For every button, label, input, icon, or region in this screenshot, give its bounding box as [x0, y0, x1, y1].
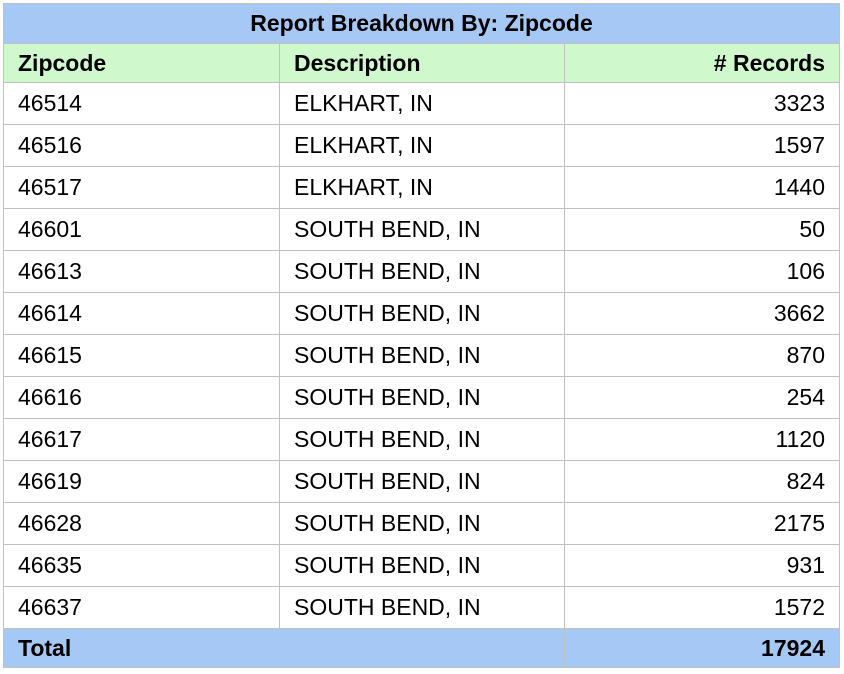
zipcode-cell: 46628: [3, 502, 280, 545]
zipcode-cell: 46516: [3, 124, 280, 167]
description-cell: ELKHART, IN: [279, 82, 565, 125]
table-row: 46516 ELKHART, IN 1597: [3, 124, 840, 167]
records-cell: 870: [564, 334, 840, 377]
table-row: 46601 SOUTH BEND, IN 50: [3, 208, 840, 251]
records-cell: 50: [564, 208, 840, 251]
records-cell: 254: [564, 376, 840, 419]
records-cell: 1597: [564, 124, 840, 167]
description-cell: SOUTH BEND, IN: [279, 376, 565, 419]
records-cell: 1120: [564, 418, 840, 461]
zipcode-cell: 46615: [3, 334, 280, 377]
column-header-records: # Records: [564, 43, 840, 83]
table-row: 46619 SOUTH BEND, IN 824: [3, 460, 840, 503]
zipcode-cell: 46619: [3, 460, 280, 503]
description-cell: SOUTH BEND, IN: [279, 334, 565, 377]
zipcode-cell: 46637: [3, 586, 280, 629]
table-row: 46617 SOUTH BEND, IN 1120: [3, 418, 840, 461]
zipcode-cell: 46517: [3, 166, 280, 209]
records-cell: 824: [564, 460, 840, 503]
records-cell: 2175: [564, 502, 840, 545]
table-row: 46628 SOUTH BEND, IN 2175: [3, 502, 840, 545]
table-row: 46613 SOUTH BEND, IN 106: [3, 250, 840, 293]
records-cell: 1572: [564, 586, 840, 629]
zipcode-cell: 46616: [3, 376, 280, 419]
zipcode-cell: 46514: [3, 82, 280, 125]
table-row: 46517 ELKHART, IN 1440: [3, 166, 840, 209]
description-cell: SOUTH BEND, IN: [279, 208, 565, 251]
records-cell: 931: [564, 544, 840, 587]
total-label: Total: [3, 628, 565, 668]
table-row: 46615 SOUTH BEND, IN 870: [3, 334, 840, 377]
table-row: 46614 SOUTH BEND, IN 3662: [3, 292, 840, 335]
zipcode-cell: 46617: [3, 418, 280, 461]
records-cell: 3323: [564, 82, 840, 125]
description-cell: SOUTH BEND, IN: [279, 460, 565, 503]
records-cell: 3662: [564, 292, 840, 335]
table-row: 46514 ELKHART, IN 3323: [3, 82, 840, 125]
description-cell: SOUTH BEND, IN: [279, 586, 565, 629]
description-cell: SOUTH BEND, IN: [279, 544, 565, 587]
description-cell: SOUTH BEND, IN: [279, 418, 565, 461]
column-header-zipcode: Zipcode: [3, 43, 280, 83]
description-cell: SOUTH BEND, IN: [279, 250, 565, 293]
description-cell: ELKHART, IN: [279, 166, 565, 209]
records-cell: 106: [564, 250, 840, 293]
zipcode-cell: 46613: [3, 250, 280, 293]
table-row: 46637 SOUTH BEND, IN 1572: [3, 586, 840, 629]
report-title-row: Report Breakdown By: Zipcode: [3, 3, 840, 44]
description-cell: ELKHART, IN: [279, 124, 565, 167]
description-cell: SOUTH BEND, IN: [279, 502, 565, 545]
table-row: 46635 SOUTH BEND, IN 931: [3, 544, 840, 587]
report-table: Report Breakdown By: Zipcode Zipcode Des…: [3, 3, 840, 668]
column-header-row: Zipcode Description # Records: [3, 43, 840, 83]
description-cell: SOUTH BEND, IN: [279, 292, 565, 335]
report-title: Report Breakdown By: Zipcode: [3, 3, 840, 44]
table-row: 46616 SOUTH BEND, IN 254: [3, 376, 840, 419]
total-row: Total 17924: [3, 628, 840, 668]
zipcode-cell: 46635: [3, 544, 280, 587]
zipcode-cell: 46614: [3, 292, 280, 335]
records-cell: 1440: [564, 166, 840, 209]
column-header-description: Description: [279, 43, 565, 83]
zipcode-cell: 46601: [3, 208, 280, 251]
report-body: 46514 ELKHART, IN 3323 46516 ELKHART, IN…: [3, 82, 840, 629]
total-value: 17924: [564, 628, 840, 668]
